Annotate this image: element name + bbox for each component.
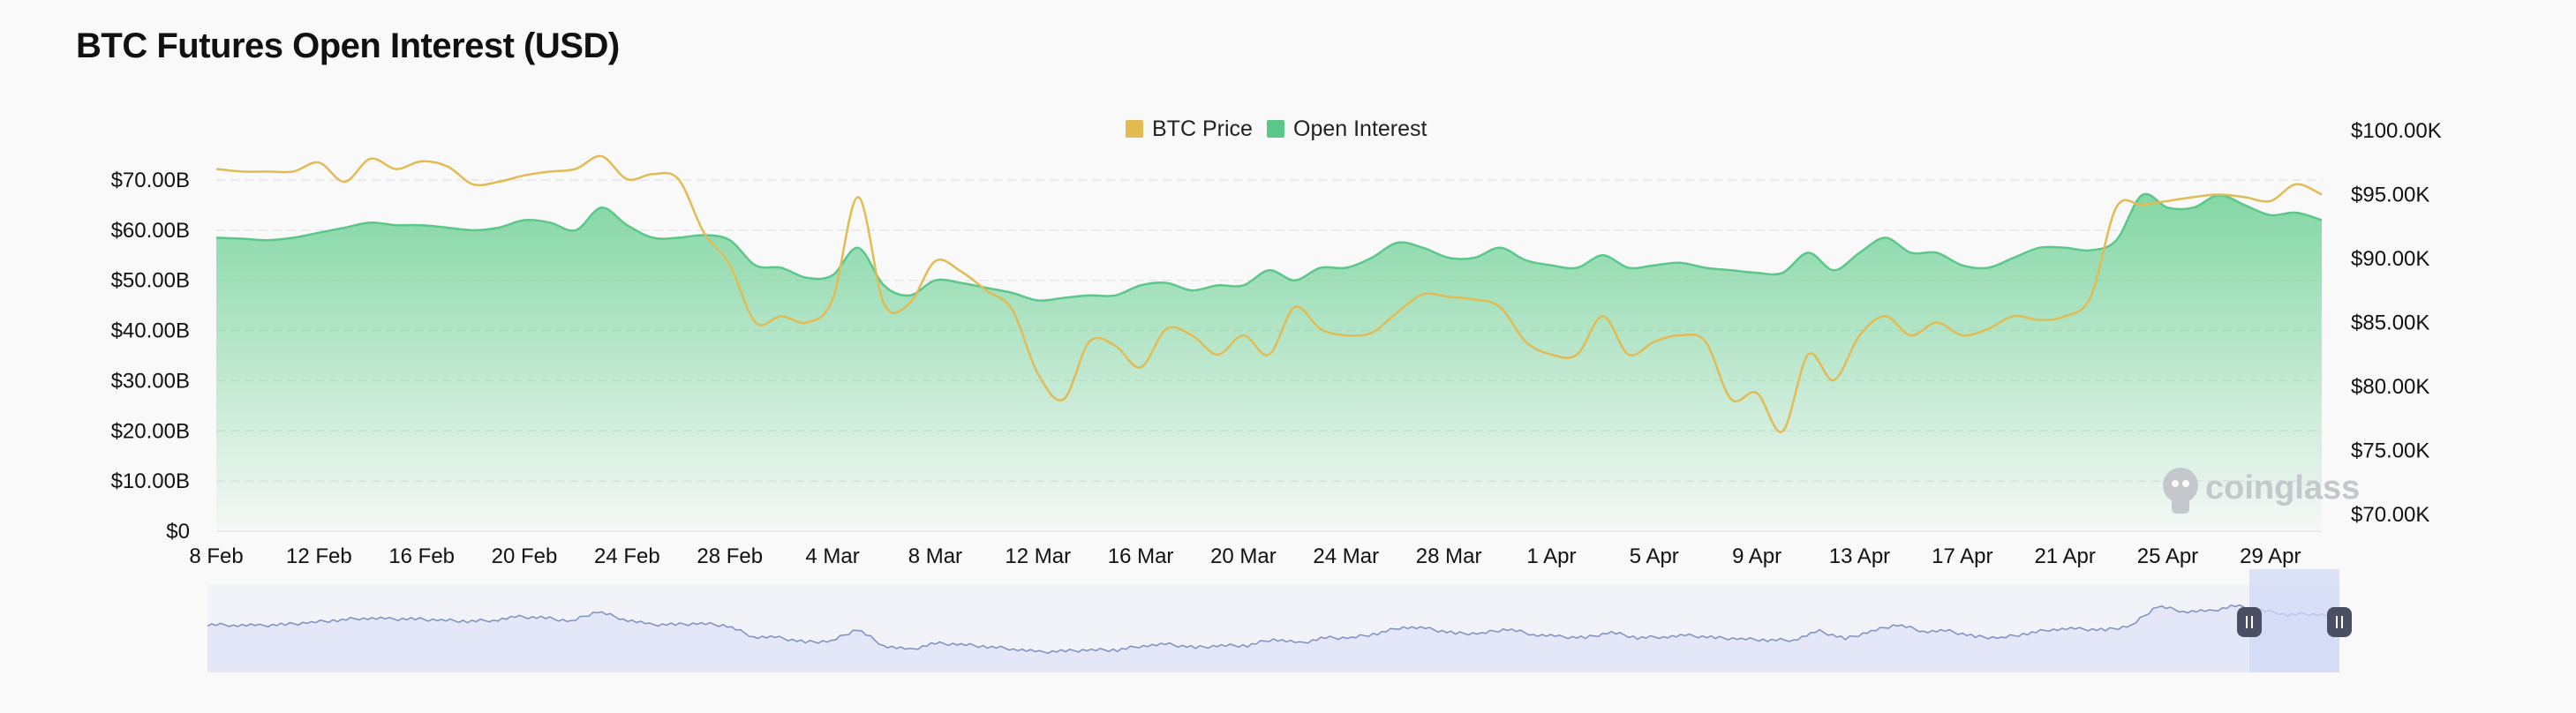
open-interest-line xyxy=(215,192,2323,302)
y-right-tick-label: $100.00K xyxy=(2351,119,2442,143)
y-left-tick-label: $10.00B xyxy=(111,469,190,493)
y-left-tick-label: $0 xyxy=(166,520,190,544)
coinglass-watermark: coinglass xyxy=(2163,468,2360,514)
x-tick-label: 20 Feb xyxy=(492,544,558,568)
x-tick-label: 29 Apr xyxy=(2240,544,2301,568)
legend-label-open-interest: Open Interest xyxy=(1293,116,1427,141)
x-tick-label: 21 Apr xyxy=(2034,544,2095,568)
x-axis: 8 Feb 12 Feb 16 Feb 20 Feb 24 Feb 28 Feb 4 Mar… xyxy=(189,544,2301,568)
legend-swatch-open-interest xyxy=(1267,120,1284,138)
y-left-tick-label: $50.00B xyxy=(111,269,190,293)
x-tick-label: 8 Feb xyxy=(189,544,243,568)
navigator-area xyxy=(207,604,2339,672)
y-right-tick-label: $95.00K xyxy=(2351,184,2429,207)
y-right-tick-label: $80.00K xyxy=(2351,375,2429,399)
x-tick-label: 8 Mar xyxy=(908,544,962,568)
x-tick-label: 12 Feb xyxy=(286,544,352,568)
x-tick-label: 20 Mar xyxy=(1210,544,1277,568)
y-left-tick-label: $70.00B xyxy=(111,169,190,192)
y-right-tick-label: $70.00K xyxy=(2351,503,2429,527)
chart-legend: BTC Price Open Interest xyxy=(1126,116,1427,141)
y-left-tick-label: $20.00B xyxy=(111,419,190,443)
logo-head xyxy=(2163,468,2198,503)
x-tick-label: 5 Apr xyxy=(1630,544,1679,568)
watermark-text: coinglass xyxy=(2205,469,2360,507)
handle-body xyxy=(2237,607,2262,637)
x-tick-label: 13 Apr xyxy=(1829,544,1890,568)
legend-swatch-btc-price xyxy=(1126,120,1143,138)
y-right-tick-label: $75.00K xyxy=(2351,439,2429,463)
y-right-tick-label: $90.00K xyxy=(2351,247,2429,271)
x-tick-label: 24 Feb xyxy=(594,544,660,568)
x-tick-label: 9 Apr xyxy=(1732,544,1781,568)
coinglass-logo-icon xyxy=(2163,468,2198,514)
logo-body xyxy=(2172,498,2189,514)
x-tick-label: 17 Apr xyxy=(1932,544,1992,568)
x-tick-label: 28 Mar xyxy=(1416,544,1482,568)
open-interest-area xyxy=(216,193,2322,532)
x-tick-label: 12 Mar xyxy=(1005,544,1071,568)
navigator-handle-left[interactable] xyxy=(2237,607,2262,637)
navigator-handle-right[interactable] xyxy=(2327,607,2352,637)
x-tick-label: 16 Feb xyxy=(388,544,455,568)
x-tick-label: 16 Mar xyxy=(1108,544,1174,568)
y-right-tick-label: $85.00K xyxy=(2351,311,2429,335)
legend-label-btc-price: BTC Price xyxy=(1152,116,1253,141)
x-tick-label: 25 Apr xyxy=(2137,544,2198,568)
x-tick-label: 4 Mar xyxy=(805,544,859,568)
navigator-selection[interactable] xyxy=(2249,569,2339,672)
y-left-tick-label: $60.00B xyxy=(111,219,190,243)
logo-eye xyxy=(2182,480,2189,487)
page-title: BTC Futures Open Interest (USD) xyxy=(76,26,620,65)
x-tick-label: 28 Feb xyxy=(697,544,763,568)
handle-body xyxy=(2327,607,2352,637)
y-left-tick-label: $30.00B xyxy=(111,369,190,393)
x-tick-label: 1 Apr xyxy=(1526,544,1576,568)
y-axis-right: $70.00K $75.00K $80.00K $85.00K $90.00K $95.0… xyxy=(2351,119,2442,527)
y-left-tick-label: $40.00B xyxy=(111,319,190,343)
chart-series[interactable] xyxy=(215,154,2323,532)
logo-eye xyxy=(2172,480,2179,487)
navigator-line xyxy=(207,604,2340,655)
x-tick-label: 24 Mar xyxy=(1313,544,1379,568)
btc-price-line xyxy=(215,154,2323,433)
y-axis-left: $0 $10.00B $20.00B $30.00B $40.00B $50.00B $60… xyxy=(111,169,190,544)
range-navigator[interactable] xyxy=(207,569,2352,672)
